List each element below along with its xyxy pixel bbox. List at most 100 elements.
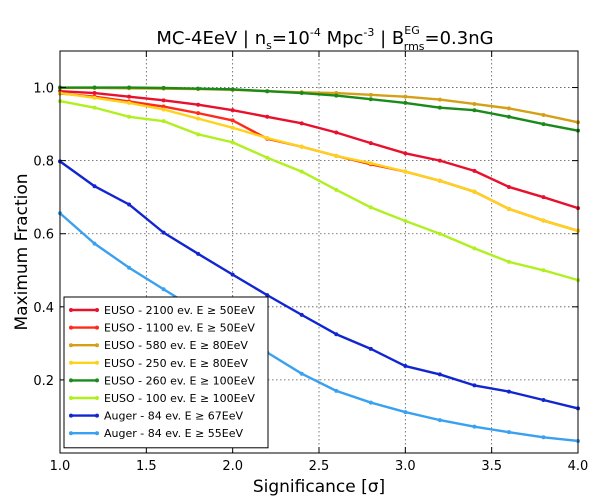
title-exp: -4 (310, 26, 321, 39)
title-mid3: | B (374, 28, 404, 49)
legend-swatch-point (95, 431, 99, 436)
series-point-3 (437, 178, 442, 183)
series-point-5 (368, 205, 373, 210)
series-point-7 (127, 265, 132, 270)
series-point-6 (127, 202, 132, 207)
title-suffix: =0.3nG (425, 28, 494, 49)
title-mid1: =10 (272, 28, 310, 49)
series-point-5 (541, 268, 546, 273)
legend-swatch-point (69, 360, 73, 365)
series-point-2 (437, 97, 442, 102)
series-point-5 (403, 218, 408, 223)
legend-label: EUSO - 260 ev. E ≥ 100EeV (104, 374, 255, 387)
series-point-2 (368, 92, 373, 97)
series-point-2 (472, 101, 477, 106)
series-point-6 (541, 398, 546, 403)
series-point-3 (368, 161, 373, 166)
series-point-5 (92, 105, 97, 110)
series-point-7 (403, 410, 408, 415)
x-tick-label: 2.5 (309, 459, 330, 474)
legend-swatch-point (69, 413, 73, 418)
y-tick-label: 1.0 (33, 82, 54, 97)
series-point-0 (437, 158, 442, 163)
title-b-sup: EG (404, 24, 419, 37)
legend-swatch-point (95, 413, 99, 418)
title-mid2: Mpc (321, 28, 364, 49)
legend-label: Auger - 84 ev. E ≥ 55EeV (104, 427, 244, 440)
x-tick-label: 1.0 (50, 459, 71, 474)
legend-swatch-point (69, 325, 73, 330)
legend-label: EUSO - 1100 ev. E ≥ 50EeV (104, 322, 255, 335)
series-point-5 (299, 169, 304, 174)
series-point-7 (161, 287, 166, 292)
series-point-5 (127, 114, 132, 119)
series-point-7 (92, 241, 97, 246)
x-tick-label: 3.5 (481, 459, 502, 474)
series-point-0 (334, 130, 339, 135)
series-point-6 (265, 293, 270, 298)
y-tick-label: 0.2 (33, 374, 54, 389)
series-point-5 (196, 132, 201, 137)
legend-swatch-point (69, 308, 73, 312)
series-point-5 (265, 155, 270, 160)
legend-swatch-point (95, 360, 99, 365)
legend-swatch-point (69, 396, 73, 400)
series-line-7 (59, 212, 579, 443)
series-point-4 (368, 97, 373, 102)
legend-swatch-point (95, 343, 99, 348)
series-point-2 (506, 106, 511, 111)
series-point-6 (230, 272, 235, 277)
series-line-4 (60, 86, 579, 132)
series-point-3 (541, 218, 546, 223)
legend-swatch-point (95, 378, 99, 383)
series-point-3 (161, 107, 166, 112)
series-point-3 (196, 116, 201, 121)
series-point-3 (334, 153, 339, 158)
legend-label: Auger - 84 ev. E ≥ 67EeV (104, 410, 244, 423)
title-unit-exp: -3 (363, 26, 374, 39)
legend-swatch-point (69, 431, 73, 436)
series-point-7 (299, 371, 304, 376)
series-point-6 (437, 372, 442, 377)
legend-box (63, 296, 269, 449)
series-point-5 (161, 119, 166, 124)
series-line-0 (59, 90, 579, 210)
x-tick-label: 3.0 (395, 459, 416, 474)
y-tick-label: 0.6 (33, 228, 54, 243)
series-point-4 (161, 85, 166, 90)
legend-swatch-point (95, 396, 99, 400)
series-point-6 (299, 312, 304, 317)
chart-title: MC-4EeV | ns=10-4 Mpc-3 | BEG rms=0.3nG (156, 24, 493, 53)
series-point-6 (472, 383, 477, 388)
series-point-1 (230, 118, 235, 123)
series-point-1 (196, 111, 201, 116)
series-point-4 (472, 108, 477, 113)
series-point-2 (541, 112, 546, 117)
series-line-3 (59, 91, 579, 232)
series-point-6 (506, 389, 511, 394)
series-point-4 (196, 86, 201, 91)
series-point-0 (127, 94, 132, 99)
series-point-0 (506, 184, 511, 189)
legend-label: EUSO - 100 ev. E ≥ 100EeV (104, 392, 255, 405)
series-point-4 (506, 114, 511, 119)
title-prefix: MC-4EeV | n (156, 28, 266, 49)
series-point-7 (506, 430, 511, 435)
title-b-sub: rms (404, 40, 425, 53)
legend-swatch-point (69, 343, 73, 348)
series-point-5 (506, 259, 511, 264)
axis-ticks: 1.0 1.5 2.0 2.5 3.0 3.5 4.0 0.2 0.4 0.6 0.8 1.0 (33, 51, 588, 474)
title-n-sub: s (266, 39, 272, 52)
series-point-3 (92, 95, 97, 100)
series-point-4 (265, 89, 270, 94)
series-point-3 (127, 100, 132, 105)
y-tick-label: 0.8 (33, 155, 54, 170)
legend-swatch-point (69, 378, 73, 383)
series-point-3 (506, 206, 511, 211)
series-line-5 (59, 99, 579, 282)
series-point-4 (92, 85, 97, 90)
series-point-0 (196, 102, 201, 107)
series-point-4 (403, 100, 408, 105)
y-axis-label: Maximum Fraction (12, 173, 32, 330)
